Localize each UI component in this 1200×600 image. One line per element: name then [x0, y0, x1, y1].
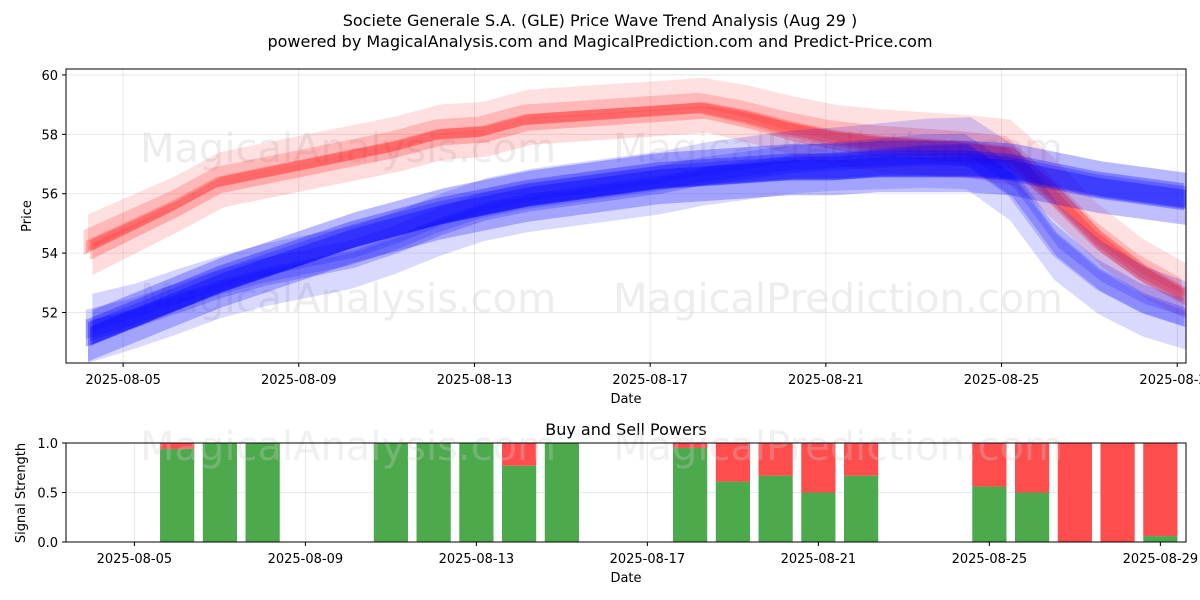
chart-subtitle: powered by MagicalAnalysis.com and Magic…: [267, 32, 932, 51]
price-x-tick-label: 2025-08-29: [1139, 373, 1200, 388]
blue-wave-band: [85, 133, 1184, 339]
buy-bar: [844, 475, 879, 542]
watermark-text: MagicalAnalysis.com: [140, 126, 556, 172]
chart-title: Societe Generale S.A. (GLE) Price Wave T…: [343, 11, 858, 30]
price-axes: MagicalAnalysis.com MagicalPrediction.co…: [20, 68, 1200, 407]
price-bands-clipped: [83, 77, 1186, 363]
signal-x-tick-label: 2025-08-17: [610, 552, 686, 567]
blue-wave-band: [88, 144, 1186, 363]
signal-y-axis-label: Signal Strength: [14, 443, 29, 543]
signal-axes: Buy and Sell Powers MagicalAnalysis.com …: [14, 420, 1198, 586]
price-x-tick-label: 2025-08-25: [964, 373, 1040, 388]
signal-x-tick-label: 2025-08-05: [97, 552, 173, 567]
red-wave-band: [92, 106, 1186, 320]
price-wave-bands: [83, 77, 1186, 363]
sell-bar: [715, 443, 750, 482]
signal-y-tick-label: 0.5: [37, 487, 58, 502]
price-y-ticks: 52 54 56 58 60: [41, 69, 66, 322]
sell-bar: [502, 443, 537, 466]
price-axes-frame: [65, 68, 1187, 364]
buy-bar: [1143, 536, 1178, 542]
price-x-tick-label: 2025-08-17: [612, 373, 688, 388]
signal-y-ticks: 0.0 0.5 1.0: [37, 437, 66, 551]
signal-y-tick-label: 0.0: [37, 536, 58, 551]
red-wave-band: [90, 102, 1186, 306]
blue-trend-band: [88, 153, 1186, 362]
signal-x-ticks: 2025-08-05 2025-08-09 2025-08-13 2025-08-17…: [97, 542, 1199, 567]
watermark-text: MagicalAnalysis.com: [140, 276, 556, 322]
buy-bar: [801, 492, 836, 542]
signal-x-tick-label: 2025-08-13: [439, 552, 515, 567]
sell-bar: [1143, 443, 1178, 537]
red-wave-band: [88, 77, 1186, 297]
price-x-axis-label: Date: [610, 392, 641, 407]
signal-chart-title: Buy and Sell Powers: [545, 420, 707, 439]
signal-x-tick-label: 2025-08-21: [781, 552, 857, 567]
blue-trend-band: [85, 150, 1184, 347]
buy-bar: [245, 443, 280, 542]
price-y-tick-label: 56: [41, 188, 58, 203]
buy-bar: [758, 475, 793, 542]
buy-bar: [673, 447, 708, 542]
sell-bar: [1015, 443, 1050, 493]
buy-bar: [373, 443, 408, 542]
buy-bar: [544, 443, 579, 542]
price-watermarks: MagicalAnalysis.com MagicalPrediction.co…: [140, 126, 1063, 322]
sell-bar: [844, 443, 879, 476]
buy-bar: [202, 443, 237, 542]
buy-bar: [972, 486, 1007, 542]
blue-wave-band: [90, 144, 1186, 341]
price-x-ticks: 2025-08-05 2025-08-09 2025-08-13 2025-08-17…: [85, 363, 1200, 388]
signal-x-tick-label: 2025-08-09: [268, 552, 344, 567]
price-x-tick-label: 2025-08-05: [85, 373, 161, 388]
price-y-tick-label: 54: [41, 247, 58, 262]
buy-bar: [459, 443, 494, 542]
blue-trend-band: [92, 140, 1186, 345]
blue-trend-band: [90, 157, 1186, 346]
signal-x-axis-label: Date: [610, 571, 641, 586]
sell-bar: [160, 443, 195, 449]
blue-wave-band: [92, 117, 1186, 332]
red-wave-band: [83, 92, 1182, 302]
price-y-tick-label: 58: [41, 128, 58, 143]
signal-x-tick-label: 2025-08-29: [1123, 552, 1199, 567]
watermark-text: MagicalPrediction.com: [613, 424, 1063, 470]
price-y-tick-label: 52: [41, 307, 58, 322]
sell-bar: [758, 443, 793, 476]
signal-bars: [160, 443, 1178, 542]
watermark-text: MagicalPrediction.com: [613, 276, 1063, 322]
buy-bar: [715, 481, 750, 542]
watermark-text: MagicalPrediction.com: [613, 126, 1063, 172]
sell-bar: [1100, 443, 1135, 542]
sell-bar: [673, 443, 708, 448]
signal-y-tick-label: 1.0: [37, 437, 58, 452]
buy-bar: [502, 465, 537, 542]
sell-bar: [972, 443, 1007, 487]
watermark-text: MagicalAnalysis.com: [140, 424, 556, 470]
signal-watermarks: MagicalAnalysis.com MagicalPrediction.co…: [140, 424, 1063, 470]
buy-bar: [1015, 492, 1050, 542]
price-x-tick-label: 2025-08-09: [261, 373, 337, 388]
buy-bar: [160, 448, 195, 542]
buy-bar: [416, 443, 451, 542]
price-x-tick-label: 2025-08-13: [437, 373, 513, 388]
price-x-tick-label: 2025-08-21: [788, 373, 864, 388]
sell-bar: [1057, 443, 1092, 542]
signal-x-tick-label: 2025-08-25: [952, 552, 1028, 567]
price-y-tick-label: 60: [41, 69, 58, 84]
sell-bar: [801, 443, 836, 493]
price-grid: [66, 69, 1186, 363]
red-wave-band: [85, 102, 1184, 301]
price-y-axis-label: Price: [20, 200, 35, 232]
